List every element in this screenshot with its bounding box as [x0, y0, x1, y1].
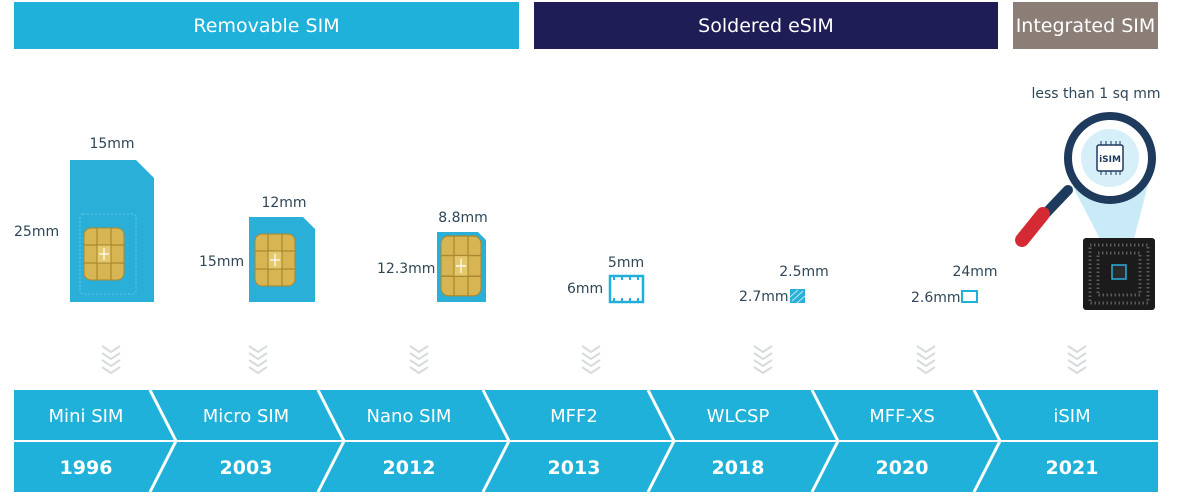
timeline-name-mini-sim: Mini SIM: [49, 406, 124, 427]
wlcsp-chip-icon: [789, 289, 806, 304]
nano-sim-card: [437, 232, 486, 302]
mff2-width-label: 5mm: [608, 255, 644, 271]
mff-xs-height-label: 2.6mm: [911, 290, 961, 306]
micro-sim-height-label: 15mm: [199, 254, 244, 270]
timeline-name-wlcsp: WLCSP: [707, 406, 770, 427]
timeline-separators: [148, 389, 1002, 493]
micro-sim-width-label: 12mm: [261, 195, 306, 211]
chevron-down-icon: [581, 345, 601, 374]
integrated-sim-band: Integrated SIM: [1013, 2, 1158, 49]
mff-xs-width-label: 24mm: [952, 264, 997, 280]
mini-sim-chip: [83, 227, 125, 281]
chevron-down-icon: [753, 345, 773, 374]
chevron-down-icon: [101, 345, 121, 374]
timeline-name-micro-sim: Micro SIM: [203, 406, 289, 427]
isim-graphic: iSIM: [1015, 112, 1156, 310]
soldered-esim-label: Soldered eSIM: [698, 14, 834, 37]
isim-chip-label: iSIM: [1099, 155, 1121, 165]
removable-sim-band: Removable SIM: [14, 2, 519, 49]
soldered-esim-band: Soldered eSIM: [534, 2, 998, 49]
nano-sim-height-label: 12.3mm: [377, 261, 435, 277]
removable-sim-label: Removable SIM: [193, 14, 340, 37]
wlcsp-width-label: 2.5mm: [779, 264, 829, 280]
integrated-sim-label: Integrated SIM: [1015, 14, 1156, 37]
mini-sim-height-label: 25mm: [14, 224, 59, 240]
mff2-chip-icon: [608, 274, 645, 304]
micro-sim-card: [249, 217, 315, 302]
micro-sim-chip: [254, 233, 296, 287]
mini-sim-width-label: 15mm: [89, 136, 134, 152]
nano-sim-width-label: 8.8mm: [438, 210, 488, 226]
isim-chip-icon: [1096, 144, 1124, 172]
isim-size-label: less than 1 sq mm: [1031, 86, 1160, 102]
wlcsp-height-label: 2.7mm: [739, 289, 789, 305]
magnifier-handle: [1015, 207, 1050, 247]
timeline-name-isim: iSIM: [1053, 406, 1090, 427]
chevron-down-icon: [1067, 345, 1087, 374]
timeline-year-2012: 2012: [383, 457, 436, 479]
timeline-year-1996: 1996: [60, 457, 113, 479]
chevron-down-icon: [248, 345, 268, 374]
chevron-down-icon: [409, 345, 429, 374]
timeline-year-2003: 2003: [220, 457, 273, 479]
nano-sim-chip: [440, 235, 482, 297]
chevron-down-icon: [916, 345, 936, 374]
timeline-name-nano-sim: Nano SIM: [367, 406, 452, 427]
timeline-year-2020: 2020: [876, 457, 929, 479]
mff2-height-label: 6mm: [567, 281, 603, 297]
timeline-year-2013: 2013: [548, 457, 601, 479]
mff-xs-chip-icon: [961, 290, 978, 303]
timeline-name-mff-xs: MFF-XS: [869, 406, 935, 427]
timeline-year-2021: 2021: [1046, 457, 1099, 479]
timeline-name-mff2: MFF2: [550, 406, 598, 427]
mini-sim-card: [70, 160, 154, 302]
timeline-year-2018: 2018: [712, 457, 765, 479]
isim-package-chip: [1083, 238, 1155, 310]
